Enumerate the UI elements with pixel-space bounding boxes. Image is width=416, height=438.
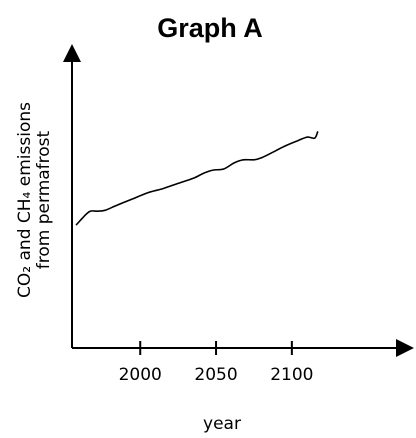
axes — [63, 44, 414, 357]
x-axis-arrow-icon — [396, 339, 414, 357]
x-tick-label: 2000 — [119, 365, 162, 385]
emissions-series-line — [75, 131, 319, 226]
y-axis-arrow-icon — [63, 44, 81, 62]
chart-title: Graph A — [157, 13, 263, 43]
x-ticks: 2000 2050 2100 — [119, 341, 313, 385]
y-axis-label-line1: CO₂ and CH₄ emissions — [15, 102, 35, 298]
x-axis-label: year — [203, 414, 241, 434]
y-axis-label: CO₂ and CH₄ emissions from permafrost — [15, 102, 54, 298]
x-tick-label: 2050 — [194, 365, 237, 385]
x-tick-label: 2100 — [270, 365, 313, 385]
y-axis-label-line2: from permafrost — [34, 130, 54, 269]
